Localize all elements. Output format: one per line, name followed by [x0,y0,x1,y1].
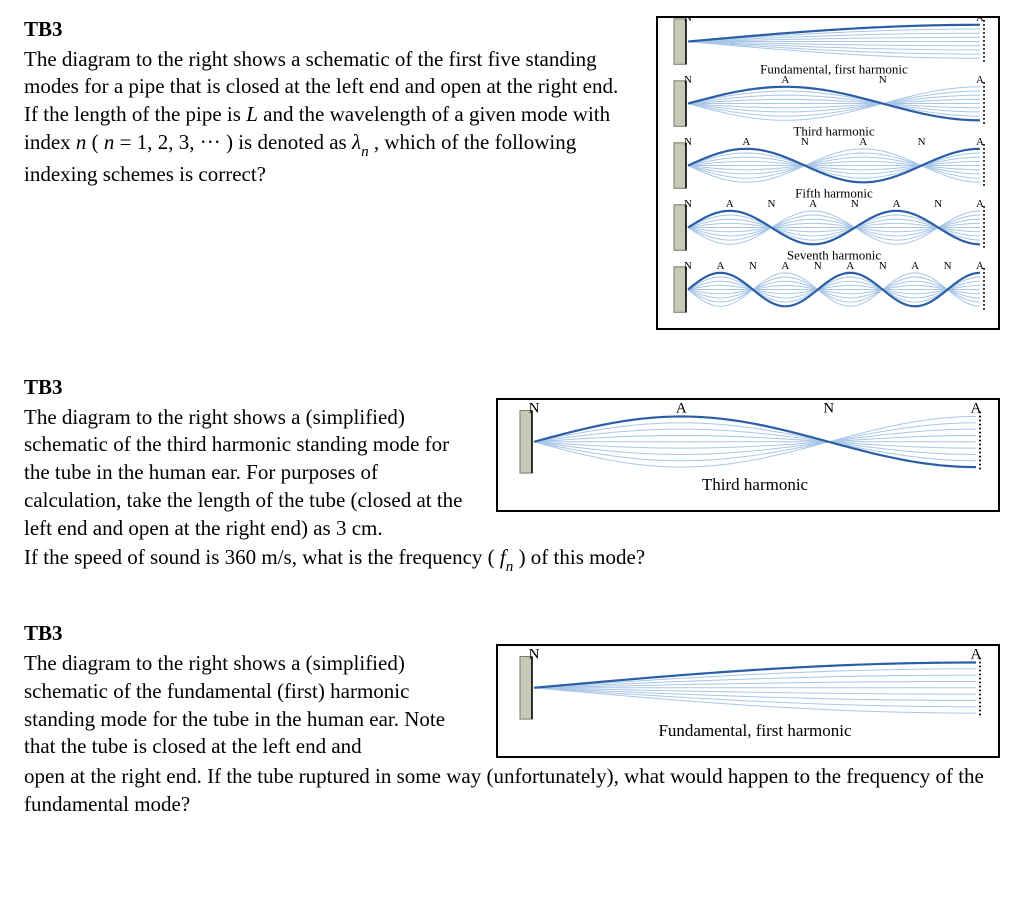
svg-text:N: N [749,260,757,272]
svg-text:A: A [971,401,982,417]
svg-text:N: N [684,260,692,272]
svg-text:A: A [781,260,789,272]
q2-continuation: If the speed of sound is 360 m/s, what i… [24,544,1000,576]
svg-text:A: A [976,198,984,210]
svg-text:Seventh harmonic: Seventh harmonic [787,247,881,262]
svg-text:A: A [809,198,817,210]
svg-text:N: N [918,136,926,148]
svg-text:N: N [529,647,540,663]
svg-text:A: A [716,260,724,272]
svg-text:A: A [846,260,854,272]
question-3: TB3 The diagram to the right shows a (si… [24,620,1000,818]
svg-text:N: N [767,198,775,210]
svg-text:N: N [684,198,692,210]
svg-text:Fundamental, first harmonic: Fundamental, first harmonic [658,722,852,741]
q3-figure: N A Fundamental, first harmonic [496,644,1000,758]
svg-text:N: N [934,198,942,210]
svg-text:A: A [976,18,984,24]
svg-text:A: A [971,647,982,663]
svg-text:A: A [781,74,789,86]
q2-body: The diagram to the right shows a (simpli… [24,404,472,543]
svg-text:A: A [742,136,750,148]
q3-continuation: open at the right end. If the tube ruptu… [24,763,1000,818]
svg-text:N: N [851,198,859,210]
svg-text:A: A [976,136,984,148]
svg-text:Third harmonic: Third harmonic [702,475,809,494]
q1-figure-svg: NAFundamental, first harmonicNANAThird h… [658,18,998,328]
svg-text:N: N [879,260,887,272]
svg-text:N: N [814,260,822,272]
svg-text:A: A [893,198,901,210]
q1-text-block: TB3 The diagram to the right shows a sch… [24,16,632,189]
question-2: TB3 The diagram to the right shows a (si… [24,374,1000,576]
svg-text:Fifth harmonic: Fifth harmonic [795,185,873,200]
svg-text:N: N [944,260,952,272]
svg-text:A: A [859,136,867,148]
q2-id: TB3 [24,374,472,402]
svg-text:N: N [879,74,887,86]
svg-text:N: N [529,401,540,417]
svg-text:A: A [976,260,984,272]
svg-text:N: N [801,136,809,148]
q3-text-block: TB3 The diagram to the right shows a (si… [24,620,472,761]
question-1: TB3 The diagram to the right shows a sch… [24,16,1000,330]
svg-text:A: A [676,401,687,417]
q2-figure-svg: N A N A Third harmonic [498,400,998,510]
q2-figure: N A N A Third harmonic [496,398,1000,512]
svg-text:A: A [976,74,984,86]
svg-text:N: N [684,136,692,148]
q3-figure-svg: N A Fundamental, first harmonic [498,646,998,756]
page: TB3 The diagram to the right shows a sch… [0,0,1024,920]
q1-body: The diagram to the right shows a schemat… [24,46,632,189]
q3-body: The diagram to the right shows a (simpli… [24,650,472,761]
q1-figure: NAFundamental, first harmonicNANAThird h… [656,16,1000,330]
svg-text:N: N [823,401,834,417]
svg-text:A: A [726,198,734,210]
q1-id: TB3 [24,16,632,44]
q3-id: TB3 [24,620,472,648]
svg-text:N: N [684,74,692,86]
q2-text-block: TB3 The diagram to the right shows a (si… [24,374,472,542]
svg-text:N: N [684,18,692,24]
svg-text:A: A [911,260,919,272]
